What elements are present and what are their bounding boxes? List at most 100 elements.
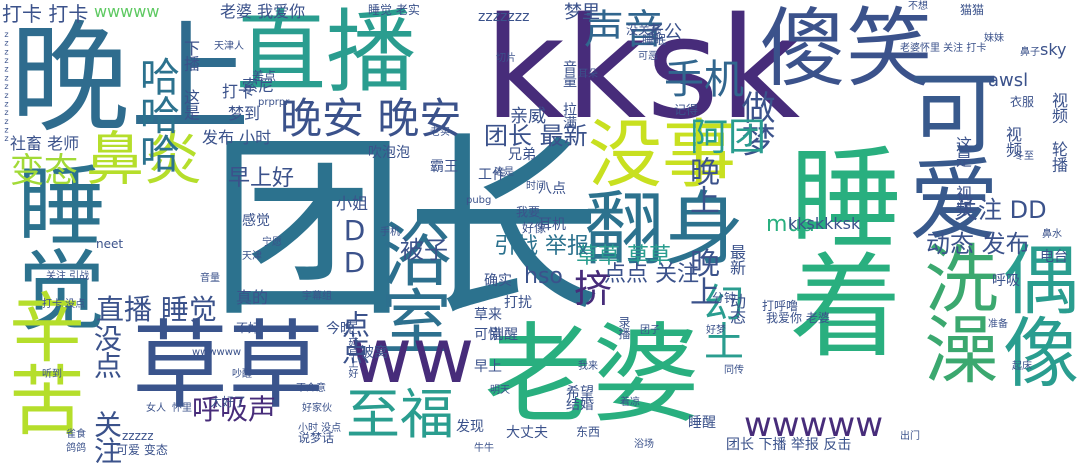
word-mengli: 梦里 [564, 2, 600, 23]
word-woaini: 我爱你 老婆 [766, 311, 830, 325]
word-zzz-small: zzzzzzzzzzzzz [2, 30, 11, 143]
word-yushi: 浴室 [370, 218, 452, 353]
word-woyao: 我要 [516, 205, 541, 219]
word-huxisheng: 呼吸声 [192, 393, 277, 426]
word-laoai: 老婆 我爱你 [220, 2, 306, 21]
word-kkskkksk: kkskkksk [788, 214, 861, 233]
word-niuniu: 牛牛 [474, 443, 494, 454]
word-caolai: 草来 [474, 307, 502, 323]
word-shouji: 手机 [664, 57, 744, 103]
word-badian: 八点 [538, 181, 566, 197]
word-shipin-lunbo: 视频 轮播 [1049, 92, 1068, 172]
word-shipin: 视频 [1003, 126, 1022, 157]
word-chuliang: 差点 [252, 69, 277, 83]
word-gongzuo: 工作 [478, 167, 506, 183]
word-hso: hso [524, 264, 563, 289]
word-shengyin: 声音 [584, 7, 664, 53]
word-zzzzzzz: zzzzzzz [478, 9, 530, 25]
word-wolai: 我来 [578, 361, 598, 372]
word-beiwo: 被窝 [360, 345, 388, 361]
word-xiaoshi-meidian: 小时 没点 [298, 423, 342, 434]
word-mingtian: 明天 [490, 385, 510, 396]
word-zaoshanghao: 早上好 [228, 166, 295, 191]
word-baizhu: 霸王 [430, 159, 458, 175]
word-laoshi: 老实 [430, 127, 450, 138]
word-gan: 宁愿 [262, 237, 282, 248]
word-wwwww-top: wwwww [94, 2, 160, 21]
word-fanshen: 翻身 [584, 183, 744, 276]
word-mengdao: 梦到 [228, 104, 261, 123]
word-dd-diandian: DD 点点 [338, 214, 371, 364]
word-xinku: 辛苦 [0, 288, 85, 434]
word-fenzhong: 分钟 [712, 291, 737, 305]
word-chuipaopao: 吹泡泡 [368, 145, 410, 161]
word-ouxiang: 偶像 [990, 240, 1079, 386]
word-bukeqi: 不介意 [296, 383, 326, 394]
word-hahaha: 哈哈哈 [133, 56, 179, 172]
word-kekai: 可爱 [893, 66, 998, 239]
word-haoxiang: 好像 [522, 221, 547, 235]
word-erji: 耳机 [538, 217, 566, 233]
word-zhende: 真的 [236, 288, 269, 307]
word-nvren: 女人 [146, 403, 166, 414]
word-yushi-2: 浴场 [634, 439, 654, 450]
word-wanshang-2: 晚上 晚上 [684, 156, 719, 306]
word-wwwwww-small: wwwwww [192, 347, 242, 358]
word-guanzhu-dd: 关注 DD [954, 196, 1047, 224]
word-huantu: 幻土 [697, 282, 743, 359]
word-shuijiao: 睡觉 [3, 160, 106, 329]
word-maomao: 猫猫 [960, 3, 985, 17]
word-huxi: 呼吸 [992, 273, 1020, 289]
word-bizi: 鼻子 [1020, 47, 1040, 58]
word-pubg: pubg [466, 195, 492, 206]
word-shuizhao: 睡着 [771, 140, 901, 356]
word-dazhe: 打扰 [504, 295, 532, 311]
word-meishi: 没事 [588, 112, 736, 198]
word-zhifu: 至福 [346, 383, 454, 446]
word-zuomeng: 做梦 [735, 90, 775, 156]
word-queshi: 确实 [484, 273, 512, 289]
word-jide: 记得 [674, 103, 699, 117]
word-shoufa: 手机 [380, 227, 400, 238]
word-laopo: 老婆 [484, 313, 701, 438]
word-shuomenghua: 说梦话 [298, 431, 335, 445]
word-jintian: 今晚 [326, 321, 354, 337]
word-biantai: 变态 [10, 151, 78, 191]
word-bei-zi: 被子 [400, 236, 448, 264]
word-qinwei: 亲威 [510, 106, 546, 127]
word-tianjinren: 天津人 [214, 41, 244, 52]
word-qiechu: 切片 [496, 53, 516, 64]
word-kexi: 可惜 [474, 327, 502, 343]
word-zhaoliang: 着凉 [620, 397, 640, 408]
word-zhunbei: 准备 [988, 319, 1008, 330]
word-guanzhu-yinzhan: 关注 引战 [46, 271, 90, 282]
word-biyan: 鼻炎 [86, 125, 203, 193]
word-laogong: 老公 [646, 22, 682, 43]
word-neet: neet [96, 237, 124, 251]
word-tuan: 团子 [640, 325, 660, 336]
word-bisui: 鼻水 [1042, 229, 1062, 240]
word-wanshi: 下播 这是 [181, 40, 200, 120]
word-haomeng: 好梦 [706, 325, 726, 336]
word-quesu: 雀食 [66, 429, 86, 440]
word-dazhangfu: 大丈夫 [506, 425, 548, 441]
word-shuimian: 睡眠 [642, 33, 667, 47]
word-caocao: 草草 [132, 310, 324, 422]
word-zuixin-dongtai: 最新 动态 [727, 244, 746, 324]
word-suoni: 索尼 [242, 76, 275, 95]
word-atuan: 阿团 [690, 115, 767, 159]
word-diantai: 电台 [1040, 249, 1068, 265]
word-meiguanxi: 没关系 [626, 23, 663, 37]
word-xiaoyu: 宇幕组 [302, 291, 332, 302]
word-zhibo: 直播 [236, 0, 416, 105]
word-sky: sky [1040, 40, 1067, 59]
word-meidian: 没点 关注 [90, 323, 123, 463]
word-zhibo-shuijiao: 直播 睡觉 [96, 293, 217, 326]
word-xiaojie: 小姐 [336, 194, 369, 213]
word-qidian: 起床 [1012, 361, 1032, 372]
word-zzzzz: zzzzz [122, 429, 154, 443]
word-tingdao: 听到 [42, 369, 62, 380]
word-chuiu: 出门 [900, 431, 920, 442]
word-shijian: 时间 [526, 181, 546, 192]
